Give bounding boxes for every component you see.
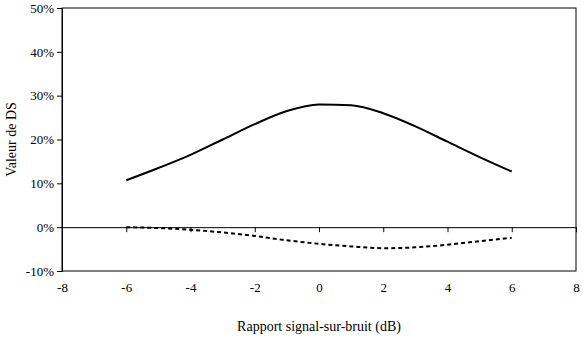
x-tick-label: -4 (186, 280, 197, 295)
plot-area: -10% 0% 10% 20% 30% 40% 50% -8 -6 -4 -2 0 2 4 6 8 (26, 1, 580, 296)
x-tick-label: 6 (509, 280, 516, 295)
y-tick-label: -10% (26, 264, 54, 279)
y-tick: 10% (30, 176, 62, 191)
y-tick-label: 50% (30, 1, 54, 16)
y-tick-label: 10% (30, 176, 54, 191)
x-tick: -4 (186, 227, 197, 295)
y-tick-mark (57, 271, 62, 272)
x-tick-label: -6 (121, 280, 132, 295)
y-tick-label: 40% (30, 44, 54, 59)
x-tick-mark (383, 227, 384, 232)
x-tick-label: 0 (316, 280, 323, 295)
x-tick-label: -2 (250, 280, 261, 295)
x-tick-mark (576, 227, 577, 232)
x-tick: -6 (121, 227, 132, 295)
x-axis-title: Rapport signal-sur-bruit (dB) (237, 319, 401, 335)
y-axis-line (57, 9, 63, 272)
series-line (126, 104, 512, 180)
x-tick-label: -8 (57, 280, 68, 295)
x-tick: -8 (57, 227, 68, 295)
x-tick-mark (448, 227, 449, 232)
x-tick-mark (512, 227, 513, 232)
series-group (126, 104, 512, 248)
y-tick-mark (57, 96, 62, 97)
x-axis-line (63, 228, 577, 233)
y-axis-title: Valeur de DS (4, 102, 19, 177)
y-tick: -10% (26, 264, 62, 279)
y-tick: 20% (30, 132, 62, 147)
x-tick: 2 (381, 227, 388, 295)
plot-frame (62, 8, 576, 271)
x-tick-label: 4 (445, 280, 452, 295)
y-tick: 40% (30, 44, 62, 59)
x-tick-label: 8 (573, 280, 580, 295)
y-tick-label: 30% (30, 88, 54, 103)
y-tick-label: 20% (30, 132, 54, 147)
x-tick-mark (319, 227, 320, 232)
y-tick-mark (57, 8, 62, 9)
y-tick-mark (57, 52, 62, 53)
x-tick-mark (62, 227, 63, 232)
x-axis: -8 -6 -4 -2 0 2 4 6 8 (57, 227, 580, 295)
y-tick-mark (57, 227, 62, 228)
x-tick-label: 2 (381, 280, 388, 295)
y-tick-mark (57, 183, 62, 184)
x-tick: 0 (316, 227, 323, 295)
chart: -10% 0% 10% 20% 30% 40% 50% -8 -6 -4 -2 0 2 4 6 8 Rappor… (0, 0, 586, 339)
y-tick: 0% (37, 220, 62, 235)
series-line (126, 227, 512, 248)
x-tick: 4 (445, 227, 452, 295)
y-tick: 50% (30, 1, 62, 16)
x-tick-mark (255, 227, 256, 232)
y-tick-mark (57, 140, 62, 141)
y-tick: 30% (30, 88, 62, 103)
x-tick: 8 (573, 227, 580, 295)
y-tick-label: 0% (37, 220, 55, 235)
y-axis: -10% 0% 10% 20% 30% 40% 50% (26, 1, 63, 279)
